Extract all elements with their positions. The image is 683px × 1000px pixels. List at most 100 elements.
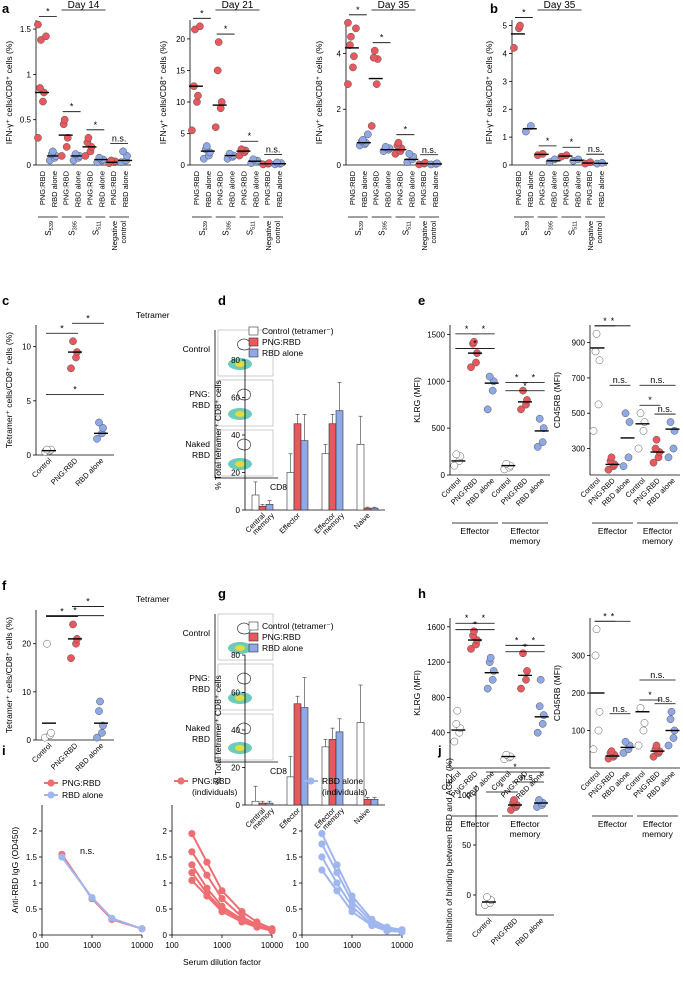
data-point — [218, 887, 226, 895]
x-axis-label: Serum dilution factor — [183, 957, 261, 967]
data-point — [621, 409, 630, 418]
y-tick-label: 1.5 — [20, 25, 32, 34]
flow-label: Naked — [185, 439, 210, 449]
data-point — [594, 726, 603, 735]
y-tick-label: 300 — [572, 445, 586, 454]
group-label: Effector — [598, 526, 627, 536]
category-label: S511 — [91, 221, 102, 235]
data-point — [574, 155, 583, 164]
y-tick-label: 1500 — [427, 330, 445, 339]
data-point — [521, 127, 530, 136]
y-tick-label: 300 — [572, 652, 586, 661]
legend-label: PNG:RBD — [262, 632, 301, 642]
category-label: S539 — [354, 221, 365, 236]
category-label: S395 — [68, 221, 79, 236]
data-point — [88, 893, 96, 902]
data-point — [502, 750, 511, 759]
y-tick-label: 1 — [27, 70, 32, 79]
data-point — [238, 918, 246, 926]
flow-label: PNG: — [189, 673, 210, 683]
data-point — [533, 443, 542, 451]
data-point — [344, 18, 352, 27]
significance-label: * — [73, 606, 77, 616]
significance-label: * — [532, 635, 536, 645]
bar — [265, 802, 274, 806]
y-tick-label: 0 — [163, 931, 168, 940]
y-tick-label: 50 — [462, 841, 471, 850]
data-point — [81, 152, 90, 160]
bar — [300, 707, 309, 806]
y-tick-label: 0 — [293, 931, 298, 940]
data-point — [34, 133, 42, 142]
significance-label: * — [465, 613, 469, 623]
data-point — [634, 741, 643, 750]
y-tick-label: 0 — [503, 161, 508, 170]
x-tick-label: 10000 — [391, 941, 414, 950]
data-point — [214, 38, 223, 46]
significance-label: n.s. — [613, 375, 628, 385]
data-point — [95, 418, 103, 427]
data-point — [539, 424, 548, 432]
data-point — [34, 20, 42, 29]
flow-gate — [237, 388, 251, 401]
y-tick-label: 2 — [293, 827, 298, 836]
significance-label: * — [611, 611, 615, 621]
flow-axis-label: Tetramer — [136, 310, 170, 320]
data-point — [535, 702, 544, 711]
y-tick-label: 500 — [432, 424, 446, 433]
series-line — [61, 853, 143, 930]
group-label: Effector — [643, 526, 672, 536]
data-point — [67, 364, 75, 373]
data-point — [188, 861, 196, 869]
significance-label: * — [648, 690, 652, 700]
category-label: RBD alone — [73, 741, 105, 773]
data-point — [93, 733, 101, 742]
y-tick-label: 2 — [503, 105, 508, 114]
category-label: PNG:RBD — [585, 170, 594, 205]
category-label: PNG:RBD — [109, 170, 118, 205]
significance-label: * — [465, 324, 469, 334]
data-point — [367, 122, 376, 130]
data-point — [71, 150, 80, 158]
bar — [258, 505, 267, 511]
x-tick-label: 1000 — [213, 941, 231, 950]
bar — [356, 444, 365, 511]
data-point — [594, 400, 603, 409]
data-point — [43, 639, 51, 648]
group-label: memory — [642, 829, 673, 839]
significance-label: * — [513, 762, 517, 772]
category-label: control — [429, 221, 438, 244]
data-point — [203, 871, 211, 879]
group-label: Effector — [598, 819, 627, 829]
data-point — [60, 115, 69, 124]
data-point — [318, 853, 326, 861]
significance-label: * — [515, 635, 519, 645]
data-point — [670, 427, 679, 435]
data-point — [84, 133, 93, 142]
panel-label: g — [218, 586, 226, 601]
y-tick-label: 0 — [467, 891, 472, 900]
bar — [328, 423, 337, 511]
category-label: PNG:RBD — [62, 170, 71, 205]
y-tick-label: 0 — [27, 451, 32, 460]
data-point — [119, 147, 127, 156]
data-point — [57, 152, 66, 160]
significance-label: * — [482, 613, 486, 623]
y-tick-label: 80 — [231, 356, 240, 365]
data-point — [188, 876, 196, 885]
bar — [293, 423, 302, 511]
y-axis-label: CD45RB (MFI) — [552, 665, 562, 721]
y-tick-label: 1.5 — [26, 853, 38, 862]
y-axis-label: IFN-γ⁺ cells/CD8⁺ cells (%) — [484, 41, 494, 145]
category-label: RBD alone — [204, 171, 213, 207]
data-point — [592, 625, 601, 634]
data-point — [450, 737, 459, 746]
flow-gate — [237, 438, 251, 451]
data-point — [95, 153, 104, 162]
y-tick-label: 800 — [432, 693, 446, 702]
data-point — [352, 24, 360, 33]
data-point — [510, 44, 518, 52]
significance-label: * — [248, 131, 252, 141]
data-point — [619, 462, 628, 471]
